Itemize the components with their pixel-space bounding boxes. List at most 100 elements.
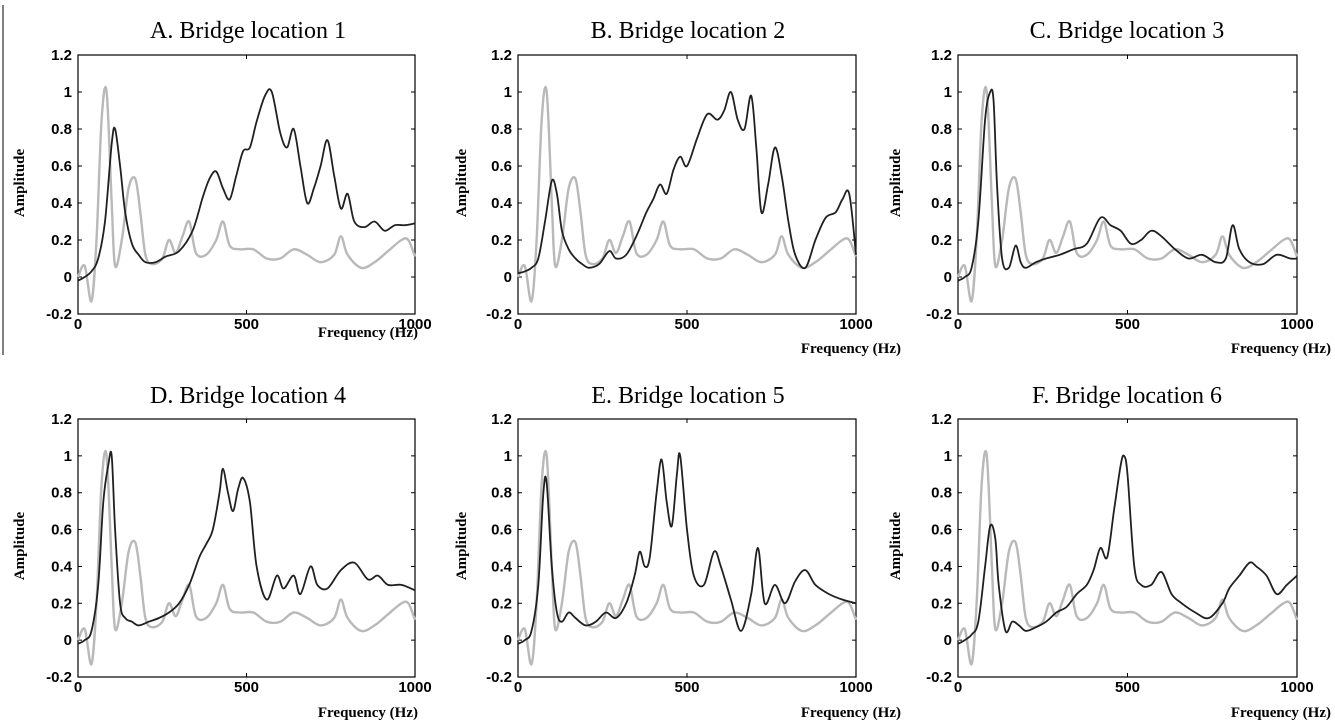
- x-tick-label: 0: [954, 679, 962, 696]
- y-tick-label: 0.6: [51, 522, 72, 539]
- series-line-light: [956, 449, 1299, 666]
- x-axis-label: Frequency (Hz): [318, 325, 418, 341]
- y-tick-label: 0.8: [491, 121, 512, 138]
- y-tick-label: 0.2: [931, 595, 952, 612]
- panel-6: F. Bridge location 6-0.200.20.40.60.811.…: [888, 383, 1331, 720]
- y-tick-label: 0: [504, 269, 512, 286]
- y-axis-label: Amplitude: [12, 511, 28, 580]
- x-axis-label: Frequency (Hz): [1231, 341, 1331, 357]
- panel-title: F. Bridge location 6: [1032, 383, 1222, 409]
- y-tick-label: 0.2: [491, 595, 512, 612]
- y-axis-label: Amplitude: [12, 148, 28, 217]
- y-tick-label: 0.4: [491, 558, 513, 575]
- x-tick-label: 1000: [398, 316, 431, 333]
- y-tick-label: 0: [944, 269, 952, 286]
- panel-title: A. Bridge location 1: [150, 18, 346, 44]
- y-tick-label: 0: [64, 269, 72, 286]
- y-tick-label: 0.8: [51, 485, 72, 502]
- x-axis-label: Frequency (Hz): [801, 341, 901, 357]
- y-tick-label: 0.8: [931, 485, 952, 502]
- x-axis-label: Frequency (Hz): [801, 705, 901, 720]
- series-line-dark: [77, 88, 416, 282]
- y-tick-label: 0.4: [491, 195, 513, 212]
- y-axis-label: Amplitude: [888, 511, 904, 580]
- y-tick-label: 0.4: [931, 558, 953, 575]
- x-tick-label: 1000: [1280, 316, 1313, 333]
- y-tick-label: 0.6: [51, 158, 72, 175]
- panel-title: B. Bridge location 2: [591, 18, 786, 44]
- y-tick-label: 1: [944, 448, 952, 465]
- panel-title: C. Bridge location 3: [1030, 18, 1225, 44]
- panel-2: B. Bridge location 2-0.200.20.40.60.811.…: [454, 18, 901, 357]
- y-tick-label: 0.4: [51, 558, 73, 575]
- y-tick-label: 0.6: [491, 522, 512, 539]
- series-line-dark: [957, 88, 1298, 282]
- y-tick-label: 1.2: [491, 47, 512, 64]
- panel-5: E. Bridge location 5 -0.2 0 0.2 0.4 0.6 0.8 1 1.…: [454, 383, 901, 720]
- series-line-light: [76, 449, 417, 666]
- x-axis-label: Frequency (Hz): [1231, 705, 1331, 720]
- y-tick-label: 0.2: [51, 232, 72, 249]
- y-tick-label: 0.4: [51, 195, 73, 212]
- y-tick-label: 0: [504, 632, 512, 649]
- x-tick-label: 500: [234, 316, 259, 333]
- y-tick-label: -0.2: [486, 306, 512, 323]
- y-axis-label: Amplitude: [888, 148, 904, 217]
- y-tick-label: 1: [504, 84, 512, 101]
- y-tick-label: 1.2: [51, 47, 72, 64]
- y-tick-label: 0.2: [51, 595, 72, 612]
- series-line-light: [516, 449, 858, 666]
- x-tick-label: 1000: [1280, 679, 1313, 696]
- y-tick-label: 0.2: [931, 232, 952, 249]
- panel-3: C. Bridge location 3-0.200.20.40.60.811.…: [888, 18, 1331, 357]
- x-tick-label: 500: [1115, 679, 1140, 696]
- series-line-light: [76, 85, 417, 303]
- series-line-dark: [957, 454, 1298, 645]
- y-tick-label: 0.8: [931, 121, 952, 138]
- panel-title: D. Bridge location 4: [150, 383, 346, 409]
- x-tick-label: 1000: [839, 679, 872, 696]
- y-tick-label: 0.2: [491, 232, 512, 249]
- x-tick-label: 1000: [398, 679, 431, 696]
- x-tick-label: 500: [1115, 316, 1140, 333]
- y-tick-label: 0.6: [491, 158, 512, 175]
- y-axis-label: Amplitude: [454, 511, 470, 580]
- y-tick-label: 1: [64, 448, 72, 465]
- x-tick-label: 1000: [839, 316, 872, 333]
- y-tick-label: -0.2: [926, 306, 952, 323]
- y-tick-label: 1.2: [491, 411, 512, 428]
- y-tick-label: -0.2: [926, 669, 952, 686]
- x-tick-label: 0: [74, 679, 82, 696]
- y-tick-label: 0.8: [51, 121, 72, 138]
- series-line-light: [516, 85, 858, 303]
- series-line-dark: [517, 452, 857, 645]
- y-axis-label: Amplitude: [454, 148, 470, 217]
- panel-title: E. Bridge location 5: [591, 383, 784, 409]
- x-tick-label: 0: [74, 316, 82, 333]
- y-tick-label: -0.2: [486, 669, 512, 686]
- y-tick-label: 0.8: [491, 485, 512, 502]
- y-tick-label: 1.2: [931, 47, 952, 64]
- x-tick-label: 0: [954, 316, 962, 333]
- y-tick-label: 1: [504, 448, 512, 465]
- y-tick-label: 0: [944, 632, 952, 649]
- panel-1: A. Bridge location 1-0.200.20.40.60.811.…: [12, 18, 432, 341]
- panel-4: D. Bridge location 4-0.200.20.40.60.811.…: [12, 383, 432, 720]
- y-tick-label: -0.2: [46, 306, 72, 323]
- x-tick-label: 500: [674, 679, 699, 696]
- y-tick-label: 0: [64, 632, 72, 649]
- y-tick-label: 0.6: [931, 158, 952, 175]
- y-tick-label: 1.2: [51, 411, 72, 428]
- x-tick-label: 500: [234, 679, 259, 696]
- y-tick-label: 1: [944, 84, 952, 101]
- y-tick-label: 1: [64, 84, 72, 101]
- series-line-dark: [517, 91, 857, 275]
- series-line-dark: [77, 450, 416, 645]
- y-tick-label: 0.6: [931, 522, 952, 539]
- x-tick-label: 500: [674, 316, 699, 333]
- x-axis-label: Frequency (Hz): [318, 705, 418, 720]
- series-line-light: [956, 85, 1299, 303]
- y-tick-label: 0.4: [931, 195, 953, 212]
- x-tick-label: 0: [514, 316, 522, 333]
